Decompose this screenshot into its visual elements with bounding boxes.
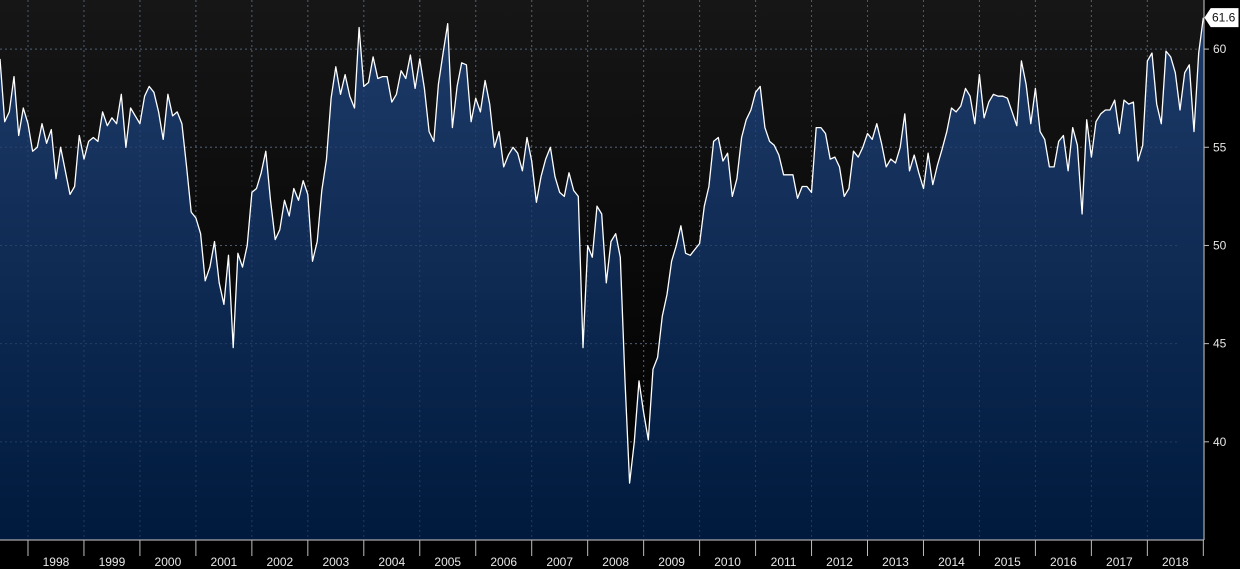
y-axis-ticks: 40 45 50 55 60 (1204, 42, 1227, 449)
y-tick-label: 60 (1213, 42, 1227, 56)
x-axis-ticks: 1998 1999 2000 2001 2002 2003 2004 2005 2006 2007… (27, 540, 1204, 569)
x-tick-label: 2001 (211, 555, 238, 569)
y-tick-label: 55 (1213, 140, 1227, 154)
x-tick-label: 2015 (994, 555, 1021, 569)
y-tick-label: 40 (1213, 435, 1227, 449)
last-value-marker: 61.6 (1204, 8, 1239, 28)
x-tick-label: 2008 (602, 555, 629, 569)
x-tick-label: 2017 (1106, 555, 1133, 569)
x-tick-label: 2011 (771, 555, 797, 569)
x-tick-label: 1998 (43, 555, 70, 569)
x-tick-label: 2016 (1050, 555, 1077, 569)
last-value-flag (1204, 8, 1239, 28)
y-tick-label: 50 (1213, 238, 1227, 252)
x-tick-label: 2005 (434, 555, 461, 569)
x-tick-label: 2009 (658, 555, 685, 569)
x-tick-label: 2002 (266, 555, 293, 569)
last-value-label: 61.6 (1212, 11, 1236, 25)
x-tick-label: 2018 (1162, 555, 1189, 569)
x-tick-label: 1999 (99, 555, 126, 569)
x-tick-label: 2003 (322, 555, 349, 569)
x-tick-label: 2000 (155, 555, 182, 569)
x-tick-label: 2006 (490, 555, 517, 569)
x-tick-label: 2010 (714, 555, 741, 569)
y-tick-label: 45 (1213, 337, 1227, 351)
x-tick-label: 2012 (826, 555, 853, 569)
x-tick-label: 2007 (546, 555, 573, 569)
x-tick-label: 2013 (882, 555, 909, 569)
axes (0, 0, 1205, 541)
series-area (0, 17, 1204, 540)
x-tick-label: 2004 (378, 555, 405, 569)
series-line (0, 17, 1204, 484)
x-tick-label: 2014 (938, 555, 965, 569)
